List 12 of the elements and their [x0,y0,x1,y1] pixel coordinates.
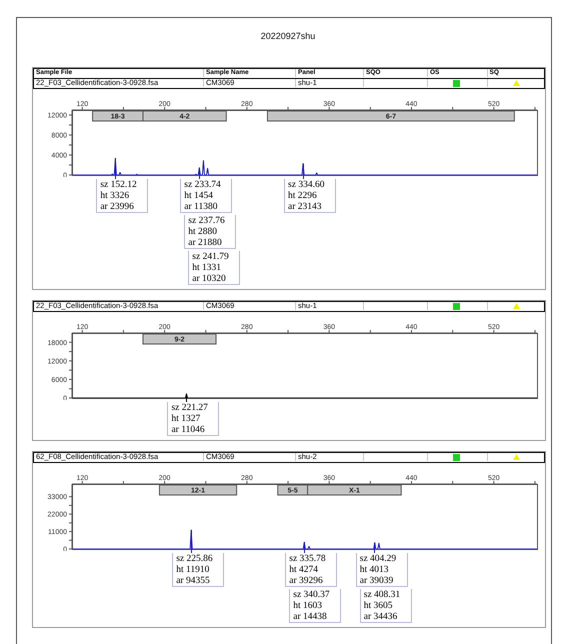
annotation: sz 404.29 ht 4013 ar 39039 [356,553,408,587]
text: sz 340.37 ht 1603 ar 14438 [289,589,342,623]
annotation: sz 152.12 ht 3326 ar 23996 [96,179,148,213]
text: sz 241.79 ht 1331 ar 10320 [188,251,240,285]
annotation: sz 334.60 ht 2296 ar 23143 [284,179,336,213]
annotation: sz 221.27 ht 1327 ar 11046 [167,402,220,436]
chart-title: 20220927shu [260,31,316,41]
text: sz 408.31 ht 3605 ar 34436 [360,589,412,623]
annotation: sz 233.74 ht 1454 ar 11380 [180,179,232,213]
annotation: sz 335.78 ht 4274 ar 39296 [285,553,338,587]
annotation: sz 225.86 ht 11910 ar 94355 [172,553,224,587]
text: sz 237.76 ht 2880 ar 21880 [184,215,236,249]
